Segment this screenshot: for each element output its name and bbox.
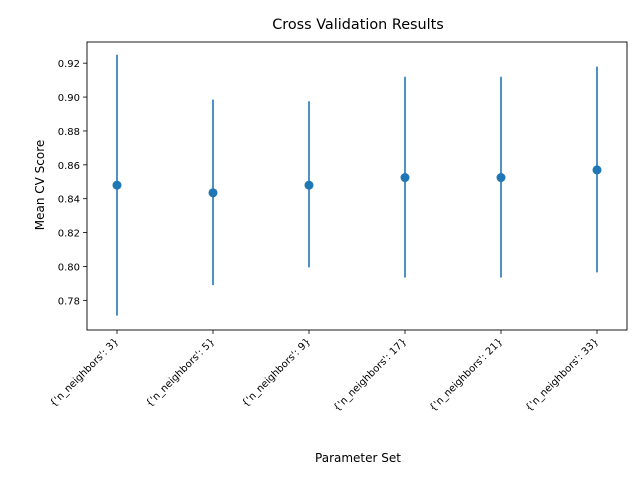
error-bar-marks <box>112 54 602 316</box>
chart-title: Cross Validation Results <box>272 17 444 33</box>
data-point <box>304 180 314 190</box>
y-tick-label: 0.90 <box>58 93 80 104</box>
y-tick-label: 0.82 <box>58 229 80 240</box>
data-point <box>400 173 410 183</box>
data-point <box>208 188 218 198</box>
y-tick-label: 0.80 <box>58 262 80 273</box>
y-tick-label: 0.84 <box>58 195 80 206</box>
x-tick-label: {'n_neighbors': 9} <box>240 336 313 409</box>
x-tick-label: {'n_neighbors': 5} <box>144 336 217 409</box>
y-tick-label: 0.86 <box>58 161 80 172</box>
x-tick-label: {'n_neighbors': 33} <box>524 336 601 413</box>
data-point <box>496 173 506 183</box>
y-tick-label: 0.92 <box>58 59 80 70</box>
y-axis-label: Mean CV Score <box>33 140 47 231</box>
x-tick-label: {'n_neighbors': 3} <box>48 336 121 409</box>
data-point <box>592 165 602 175</box>
plot-frame <box>86 41 628 331</box>
y-axis-ticks: 0.78 0.80 0.82 0.84 0.86 0.88 0.90 0.92 <box>58 59 87 307</box>
x-axis-label: Parameter Set <box>315 451 401 465</box>
y-tick-label: 0.88 <box>58 127 80 138</box>
x-tick-label: {'n_neighbors': 17} <box>332 336 409 413</box>
x-axis-ticks: {'n_neighbors': 3} {'n_neighbors': 5} {'n_… <box>48 330 601 414</box>
data-point <box>112 180 122 190</box>
y-tick-label: 0.78 <box>58 296 80 307</box>
x-tick-label: {'n_neighbors': 21} <box>428 336 505 413</box>
